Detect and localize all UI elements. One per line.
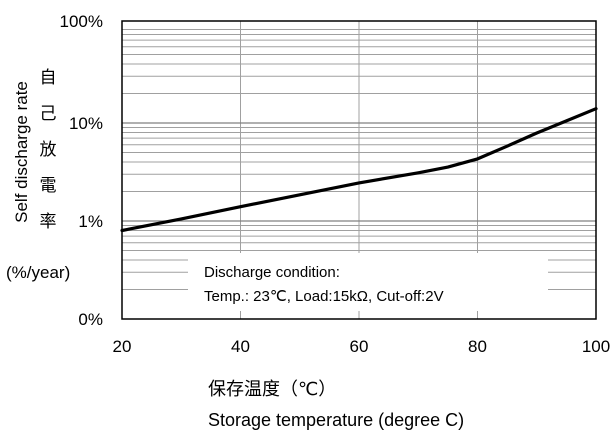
y-axis-unit: (%/year) [6, 263, 70, 282]
y-axis-label-ja-char: 電 [40, 176, 57, 196]
annotation-line-1: Discharge condition: [204, 264, 340, 281]
x-axis-label-ja: 保存温度（℃） [208, 379, 336, 399]
y-tick-label: 100% [60, 12, 103, 31]
x-tick-label: 80 [468, 337, 487, 356]
series-line-0 [120, 107, 598, 233]
x-tick-label: 40 [231, 337, 250, 356]
y-axis-label-ja-char: 率 [40, 212, 57, 232]
plot-frame [121, 20, 597, 320]
y-tick-label: 0% [78, 310, 103, 329]
annotation-line-2: Temp.: 23℃, Load:15kΩ, Cut-off:2V [204, 288, 444, 305]
x-tick-label: 60 [350, 337, 369, 356]
y-tick-label: 10% [69, 114, 103, 133]
x-tick-label: 100 [582, 337, 610, 356]
axes [121, 20, 597, 320]
y-tick-label: 1% [78, 212, 103, 231]
y-axis-label-ja-char: 放 [40, 140, 57, 160]
y-axis-label-ja-char: 自 [40, 68, 57, 88]
annotation-box [188, 253, 548, 311]
annotation: Discharge condition: Temp.: 23℃, Load:15… [188, 253, 548, 311]
y-axis-label-ja-char: 己 [40, 104, 57, 124]
x-tick-label: 20 [113, 337, 132, 356]
x-axis-label-en: Storage temperature (degree C) [208, 410, 464, 430]
series-layer [120, 107, 598, 233]
tick-labels: 20 40 60 80 100 0% 1% 10% 100% [60, 12, 611, 356]
y-axis-label-en: Self discharge rate [12, 81, 31, 223]
